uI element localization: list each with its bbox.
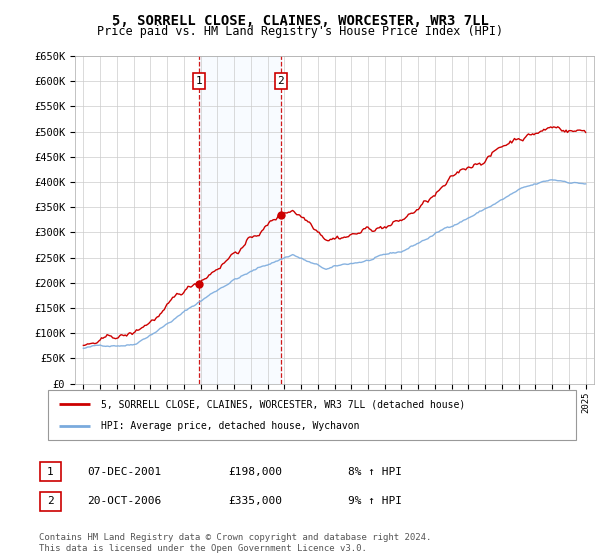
Text: 9% ↑ HPI: 9% ↑ HPI xyxy=(348,496,402,506)
Text: 20-OCT-2006: 20-OCT-2006 xyxy=(87,496,161,506)
Text: Contains HM Land Registry data © Crown copyright and database right 2024.
This d: Contains HM Land Registry data © Crown c… xyxy=(39,533,431,553)
Text: 1: 1 xyxy=(196,76,203,86)
Text: 1: 1 xyxy=(47,466,54,477)
Text: £335,000: £335,000 xyxy=(228,496,282,506)
Text: 2: 2 xyxy=(47,496,54,506)
Text: 5, SORRELL CLOSE, CLAINES, WORCESTER, WR3 7LL: 5, SORRELL CLOSE, CLAINES, WORCESTER, WR… xyxy=(112,14,488,28)
Text: 8% ↑ HPI: 8% ↑ HPI xyxy=(348,466,402,477)
Text: 07-DEC-2001: 07-DEC-2001 xyxy=(87,466,161,477)
Text: 2: 2 xyxy=(277,76,284,86)
Text: £198,000: £198,000 xyxy=(228,466,282,477)
Text: HPI: Average price, detached house, Wychavon: HPI: Average price, detached house, Wych… xyxy=(101,421,359,431)
Text: 5, SORRELL CLOSE, CLAINES, WORCESTER, WR3 7LL (detached house): 5, SORRELL CLOSE, CLAINES, WORCESTER, WR… xyxy=(101,399,465,409)
Text: Price paid vs. HM Land Registry's House Price Index (HPI): Price paid vs. HM Land Registry's House … xyxy=(97,25,503,38)
Bar xyxy=(199,56,281,384)
